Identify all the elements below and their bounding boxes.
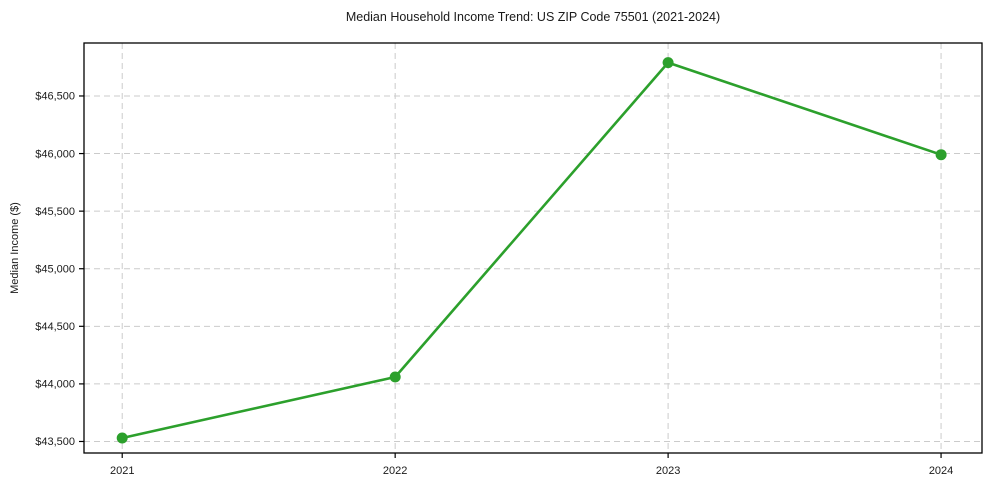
chart-title: Median Household Income Trend: US ZIP Co… bbox=[346, 10, 720, 24]
y-tick-label: $44,000 bbox=[35, 379, 75, 391]
x-tick-label: 2022 bbox=[383, 465, 407, 477]
y-tick-label: $46,500 bbox=[35, 91, 75, 103]
y-tick-label: $45,500 bbox=[35, 206, 75, 218]
trend-line-series bbox=[116, 57, 947, 444]
y-tick-label: $46,000 bbox=[35, 148, 75, 160]
axis-layer: $43,500 $44,000 $44,500 $45,000 $45,500 $46,0… bbox=[35, 42, 983, 477]
trend-line bbox=[120, 61, 943, 440]
y-tick-label: $44,500 bbox=[35, 321, 75, 333]
x-tick-label: 2023 bbox=[656, 465, 680, 477]
y-axis-label: Median Income ($) bbox=[9, 202, 21, 294]
data-point-marker bbox=[935, 149, 947, 161]
y-tick-label: $45,000 bbox=[35, 263, 75, 275]
y-tick-label: $43,500 bbox=[35, 436, 75, 448]
x-tick-label: 2024 bbox=[929, 465, 953, 477]
x-tick-label: 2021 bbox=[110, 465, 134, 477]
data-point-marker bbox=[116, 432, 128, 444]
data-point-marker bbox=[662, 57, 674, 69]
grid-layer bbox=[84, 43, 982, 453]
data-point-marker bbox=[389, 371, 401, 383]
plot-border bbox=[83, 42, 983, 454]
